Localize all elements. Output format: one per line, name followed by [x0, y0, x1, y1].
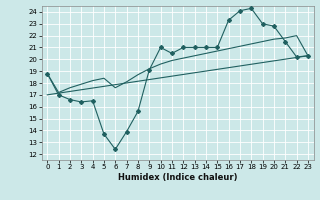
- X-axis label: Humidex (Indice chaleur): Humidex (Indice chaleur): [118, 173, 237, 182]
